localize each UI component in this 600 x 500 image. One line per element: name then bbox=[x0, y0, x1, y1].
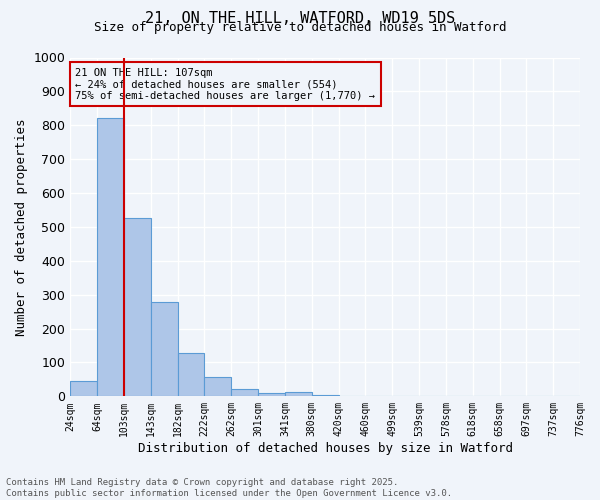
Text: 21, ON THE HILL, WATFORD, WD19 5DS: 21, ON THE HILL, WATFORD, WD19 5DS bbox=[145, 11, 455, 26]
Bar bbox=[258, 392, 285, 396]
Bar bbox=[97, 118, 124, 396]
Bar bbox=[285, 392, 312, 396]
X-axis label: Distribution of detached houses by size in Watford: Distribution of detached houses by size … bbox=[137, 442, 512, 455]
Bar bbox=[151, 302, 178, 396]
Bar bbox=[205, 376, 231, 396]
Text: Contains HM Land Registry data © Crown copyright and database right 2025.
Contai: Contains HM Land Registry data © Crown c… bbox=[6, 478, 452, 498]
Bar bbox=[178, 354, 205, 397]
Bar bbox=[70, 380, 97, 396]
Text: 21 ON THE HILL: 107sqm
← 24% of detached houses are smaller (554)
75% of semi-de: 21 ON THE HILL: 107sqm ← 24% of detached… bbox=[76, 68, 376, 101]
Text: Size of property relative to detached houses in Watford: Size of property relative to detached ho… bbox=[94, 22, 506, 35]
Y-axis label: Number of detached properties: Number of detached properties bbox=[15, 118, 28, 336]
Bar bbox=[231, 389, 258, 396]
Bar bbox=[312, 394, 338, 396]
Bar bbox=[124, 218, 151, 396]
